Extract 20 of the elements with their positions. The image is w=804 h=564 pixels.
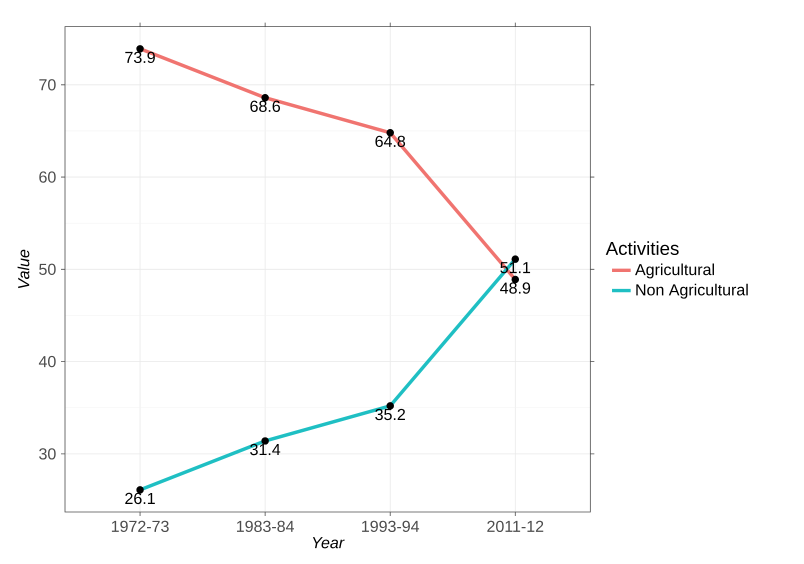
y-tick-label: 30 bbox=[39, 448, 56, 460]
legend-title: Activities bbox=[606, 241, 679, 256]
legend-label: Agricultural bbox=[635, 264, 714, 278]
x-axis-title: Year bbox=[312, 537, 345, 548]
y-tick-label: 60 bbox=[39, 171, 56, 183]
data-label: 48.9 bbox=[500, 282, 530, 294]
x-tick-label: 1972-73 bbox=[112, 520, 169, 532]
data-label: 31.4 bbox=[250, 444, 280, 456]
data-label: 68.6 bbox=[250, 100, 280, 112]
x-tick-label: 2011-12 bbox=[487, 520, 544, 532]
y-tick-label: 70 bbox=[39, 79, 56, 90]
data-label: 73.9 bbox=[125, 52, 155, 64]
x-tick-label: 1993-94 bbox=[362, 520, 420, 532]
data-label: 35.2 bbox=[375, 408, 405, 420]
y-tick-label: 40 bbox=[38, 356, 56, 368]
y-axis-title: Value bbox=[18, 250, 30, 288]
legend-label: Non Agricultural bbox=[636, 284, 748, 299]
data-label: 26.1 bbox=[125, 492, 155, 504]
x-tick-label: 1983-84 bbox=[236, 520, 294, 532]
y-tick-label: 50 bbox=[39, 264, 56, 275]
